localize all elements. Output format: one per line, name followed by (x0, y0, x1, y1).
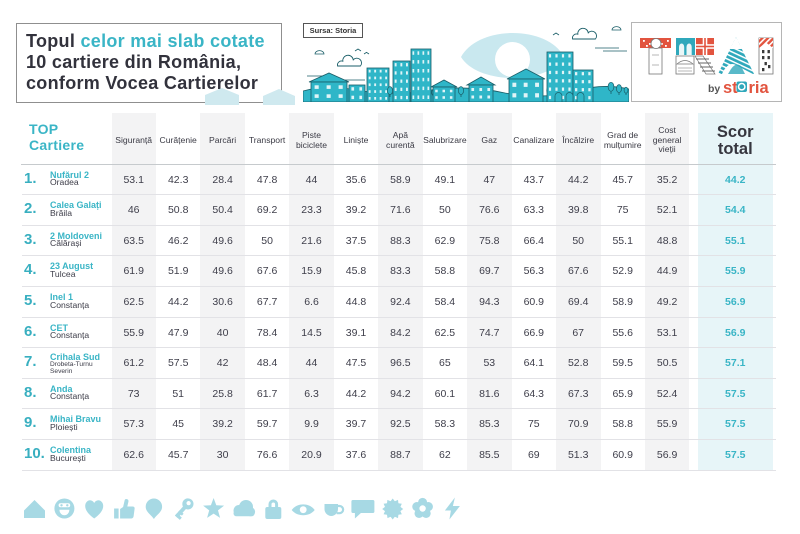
svg-text:st: st (723, 79, 738, 97)
svg-text:by: by (708, 83, 720, 95)
svg-text:ria: ria (749, 79, 770, 97)
